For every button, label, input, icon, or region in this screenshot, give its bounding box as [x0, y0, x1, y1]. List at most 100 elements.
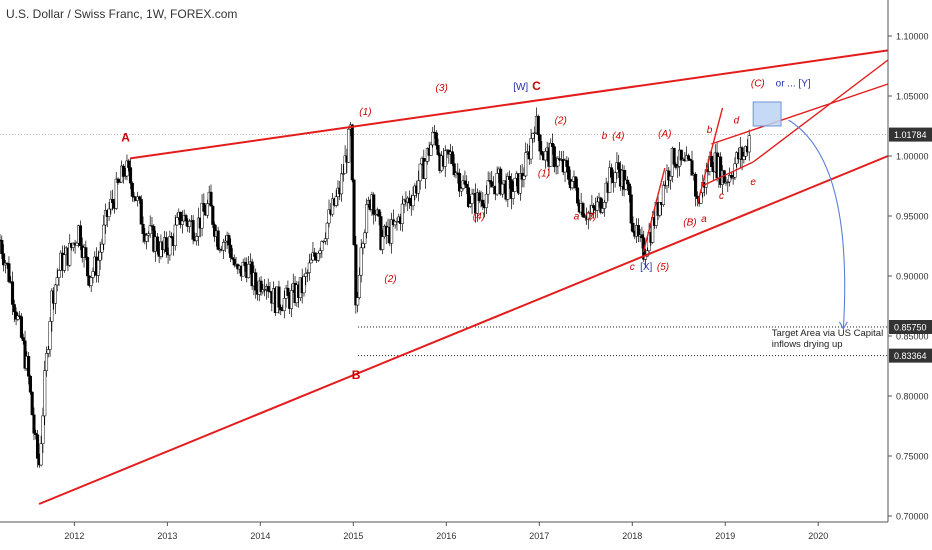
- candle-body: [610, 167, 614, 178]
- target-annotation: Target Area via US Capital: [772, 328, 883, 339]
- x-tick-label: 2012: [64, 531, 84, 541]
- candle-body: [116, 178, 120, 183]
- candle-body: [2, 253, 6, 266]
- candle-body: [676, 166, 680, 168]
- candle-body: [608, 167, 612, 193]
- candle-body: [211, 205, 215, 225]
- candle-body: [729, 175, 733, 178]
- candle-body: [640, 234, 644, 239]
- candle-body: [322, 240, 326, 243]
- candle-body: [325, 222, 329, 239]
- candle-body: [91, 271, 95, 278]
- wave-a-line: [642, 167, 666, 253]
- candle-body: [19, 316, 24, 338]
- candle-body: [307, 262, 311, 273]
- candle-body: [411, 195, 415, 207]
- candle-body: [78, 225, 83, 246]
- wave-label: e: [750, 177, 756, 188]
- candle-body: [686, 155, 690, 160]
- candle-body: [247, 263, 251, 278]
- y-tick-label: 0.80000: [896, 392, 929, 402]
- candle-body: [334, 196, 338, 206]
- candle-body: [145, 235, 149, 242]
- wave-label: C: [532, 79, 541, 93]
- candle-body: [111, 198, 115, 203]
- candle-body: [567, 166, 571, 180]
- candle-body: [365, 204, 369, 234]
- candle-body: [543, 151, 547, 161]
- x-tick-label: 2019: [715, 531, 735, 541]
- candle-body: [452, 163, 456, 176]
- y-tick-label: 1.00000: [896, 152, 929, 162]
- candle-body: [747, 135, 751, 153]
- wave-label: b: [707, 125, 713, 136]
- candle-body: [424, 161, 428, 179]
- candle-body: [574, 176, 578, 189]
- candle-body: [661, 184, 665, 205]
- candle-body: [470, 193, 474, 204]
- candle-body: [565, 160, 569, 167]
- wave-label: [X]: [640, 262, 652, 273]
- wave-label: (5): [657, 262, 669, 273]
- candle-body: [536, 115, 540, 136]
- candle-body: [53, 284, 57, 304]
- candle-body: [7, 263, 11, 282]
- candle-body: [599, 197, 603, 213]
- x-tick-label: 2018: [622, 531, 642, 541]
- candle-body: [636, 225, 640, 237]
- candle-body: [232, 258, 236, 266]
- candle-body: [89, 277, 93, 286]
- candle-body: [499, 168, 503, 195]
- wave-label: B: [352, 368, 361, 382]
- candle-body: [629, 194, 633, 224]
- candle-body: [137, 196, 142, 200]
- wave-label: a: [574, 212, 580, 223]
- candle-body: [68, 243, 72, 266]
- candle-body: [475, 192, 479, 214]
- target-box: [752, 101, 782, 127]
- candle-body: [309, 259, 313, 264]
- candle-body: [195, 236, 199, 242]
- candle-body: [669, 175, 673, 181]
- candle-body: [601, 208, 605, 213]
- trend-lines: [38, 49, 889, 505]
- wave-label: (4): [473, 212, 485, 223]
- candle-body: [57, 270, 61, 278]
- candle-body: [458, 172, 462, 192]
- candle-body: [481, 199, 485, 207]
- candle-body: [114, 178, 118, 209]
- candle-body: [127, 160, 131, 168]
- candle-body: [187, 220, 192, 227]
- candle-body: [506, 176, 510, 200]
- candle-body: [602, 202, 606, 209]
- candle-body: [341, 173, 345, 175]
- candle-body: [243, 261, 247, 267]
- candle-body: [511, 191, 515, 199]
- price-badge-label: 0.85750: [894, 323, 927, 333]
- wave-label: (2): [555, 116, 567, 127]
- candle-body: [690, 160, 694, 176]
- candle-body: [465, 183, 469, 188]
- candle-body: [109, 198, 113, 210]
- candle-body: [347, 128, 351, 163]
- wave-label: (1): [359, 107, 371, 118]
- candle-body: [16, 315, 20, 320]
- candle-body: [339, 173, 344, 195]
- candle-body: [286, 287, 290, 296]
- candle-body: [393, 221, 397, 226]
- candle-body: [44, 353, 49, 371]
- y-tick-label: 0.75000: [896, 452, 929, 462]
- y-tick-label: 0.85000: [896, 332, 929, 342]
- candle-body: [554, 165, 558, 168]
- candle-body: [450, 151, 454, 164]
- candle-body: [674, 164, 678, 168]
- candle-body: [130, 182, 134, 197]
- candle-body: [320, 241, 324, 251]
- candle-body: [484, 193, 488, 209]
- candle-body: [229, 244, 233, 258]
- candle-body: [75, 242, 79, 246]
- candle-body: [28, 375, 32, 393]
- candle-body: [168, 236, 172, 256]
- candle-body: [372, 194, 376, 215]
- candle-body: [323, 238, 327, 242]
